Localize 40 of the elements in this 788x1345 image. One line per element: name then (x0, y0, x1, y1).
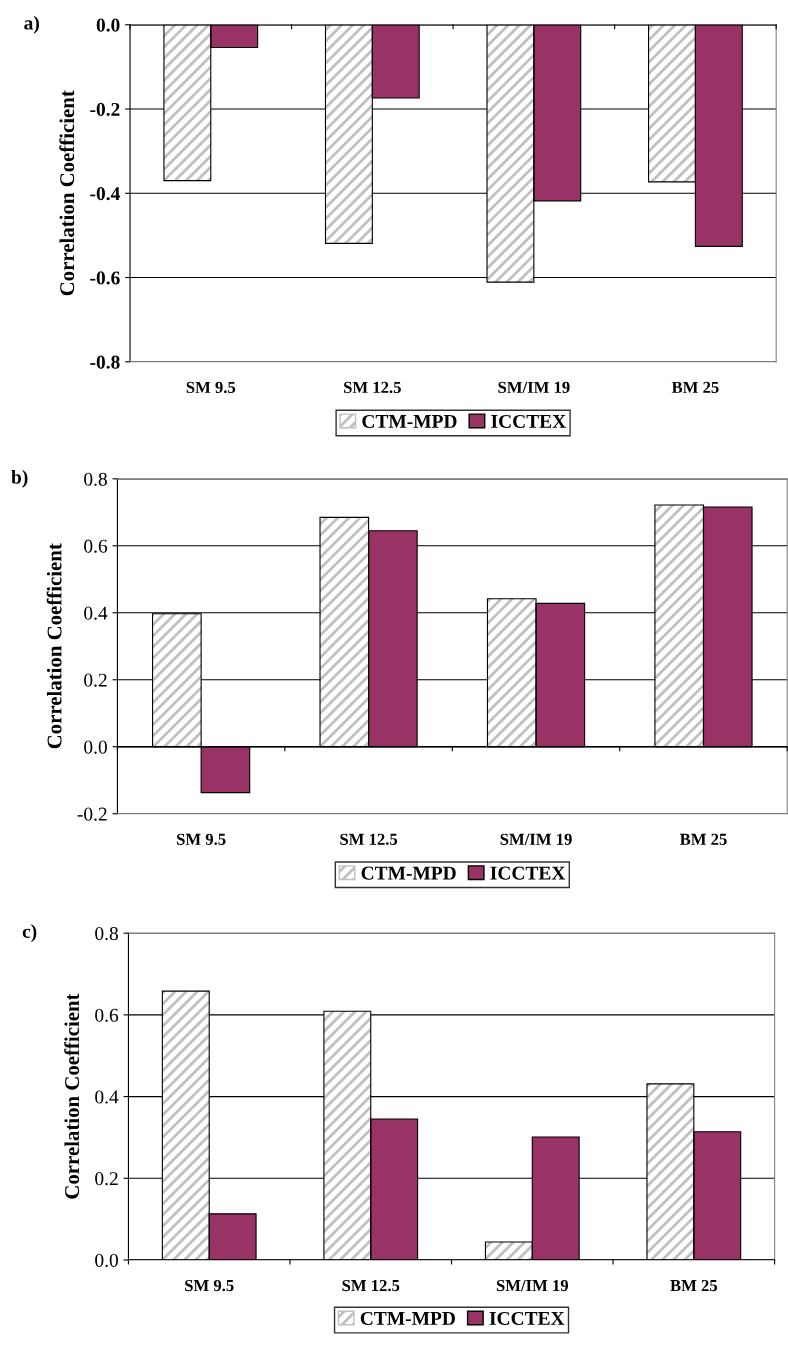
y-tick-label: 0.2 (84, 673, 107, 687)
legend-label: ICCTEX (490, 866, 566, 880)
legend-label: CTM-MPD (362, 414, 457, 428)
chart-title: c) (22, 924, 37, 942)
x-tick-label: SM 9.5 (185, 1279, 234, 1292)
x-tick-label: SM/IM 19 (498, 381, 570, 393)
x-tick-label: BM 25 (670, 1279, 718, 1292)
x-tick-label: BM 25 (679, 833, 727, 845)
y-tick-label: 0.4 (95, 1090, 119, 1104)
y-tick-label: 0.0 (95, 1253, 118, 1268)
y-axis-title: Correlation Coefficient (46, 543, 62, 749)
x-tick-label: SM/IM 19 (496, 1279, 569, 1292)
chart-title: b) (11, 470, 28, 488)
x-tick-label: SM 9.5 (186, 381, 236, 394)
x-tick-label: SM 9.5 (177, 833, 226, 845)
y-tick-label: 0.8 (84, 472, 107, 486)
y-tick-label: -0.2 (77, 807, 107, 821)
y-tick-label: 0.6 (84, 539, 108, 553)
y-tick-label: 0.8 (95, 926, 118, 941)
legend-label: CTM-MPD (361, 866, 456, 880)
x-tick-label: SM/IM 19 (500, 833, 572, 845)
legend-label: CTM-MPD (360, 1311, 455, 1325)
y-tick-label: -0.2 (90, 102, 120, 117)
y-tick-label: 0.4 (84, 606, 108, 620)
x-tick-label: SM 12.5 (340, 833, 398, 845)
y-tick-label: 0.2 (95, 1172, 118, 1186)
y-tick-label: 0.0 (84, 740, 107, 754)
legend-label: ICCTEX (491, 414, 566, 428)
y-axis-title: Correlation Coefficient (64, 993, 80, 1199)
y-axis-title: Correlation Coefficient (59, 90, 75, 296)
y-tick-label: -0.4 (90, 187, 120, 201)
y-tick-label: -0.8 (90, 355, 120, 369)
y-tick-label: -0.6 (90, 271, 120, 285)
y-tick-label: 0.0 (96, 18, 120, 32)
chart-title: a) (24, 15, 39, 34)
x-tick-label: BM 25 (671, 381, 719, 393)
x-tick-label: SM 12.5 (342, 1279, 400, 1292)
y-tick-label: 0.6 (95, 1008, 119, 1022)
legend-label: ICCTEX (489, 1311, 565, 1325)
x-tick-label: SM 12.5 (344, 381, 401, 394)
